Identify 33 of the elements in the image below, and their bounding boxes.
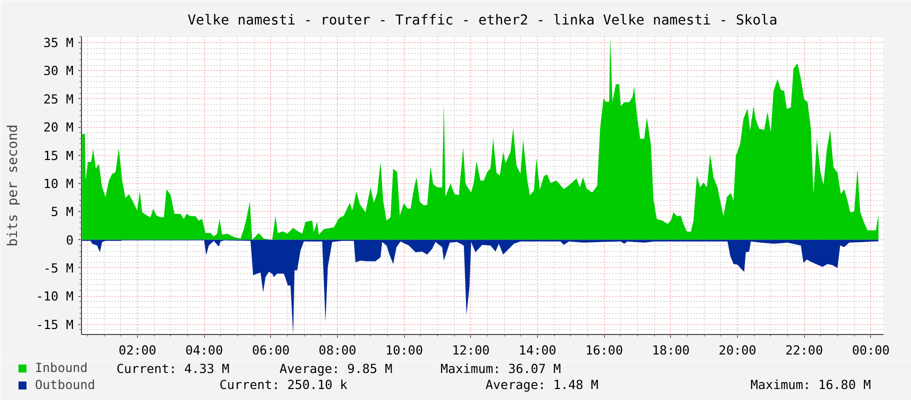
x-tick-label: 10:00: [385, 342, 423, 358]
y-tick-label: -15 M: [36, 316, 74, 332]
x-tick-label: 00:00: [852, 342, 890, 358]
text: Average: 9.85 M: [280, 361, 392, 376]
x-tick-label: 14:00: [518, 342, 556, 358]
x-tick-label: 18:00: [652, 342, 690, 358]
y-tick-label: -10 M: [36, 288, 74, 304]
y-tick-label: 5 M: [50, 204, 74, 220]
text: Maximum: 36.07 M: [440, 361, 561, 376]
x-tick-label: 20:00: [718, 342, 756, 358]
text: Current: 250.10 k: [220, 377, 348, 392]
y-tick-label: 10 M: [43, 176, 74, 191]
x-tick-label: 02:00: [118, 342, 156, 358]
y-axis-title: bits per second: [4, 124, 21, 246]
x-tick-label: 22:00: [785, 342, 823, 358]
text: Maximum: 16.80 M: [750, 377, 871, 392]
legend-label: Inbound: [35, 360, 88, 375]
y-tick-label: 35 M: [43, 35, 74, 50]
x-tick-label: 12:00: [452, 342, 490, 358]
x-tick-label: 16:00: [585, 342, 623, 358]
y-tick-label: 25 M: [43, 91, 74, 106]
y-tick-label: 15 M: [43, 148, 74, 163]
chart-title: Velke namesti - router - Traffic - ether2 - linka Velke namesti - Skola: [188, 12, 778, 28]
y-tick-label: 0: [66, 232, 74, 248]
y-tick-label: 20 M: [43, 120, 74, 135]
x-tick-label: 04:00: [185, 342, 223, 358]
x-tick-label: 08:00: [318, 342, 356, 358]
text: Current: 4.33 M: [116, 361, 230, 376]
x-tick-label: 06:00: [252, 342, 290, 358]
y-tick-label: 30 M: [43, 63, 74, 78]
y-tick-label: -5 M: [43, 260, 74, 276]
text: Average: 1.48 M: [486, 377, 598, 392]
legend-label: Outbound: [35, 377, 96, 392]
